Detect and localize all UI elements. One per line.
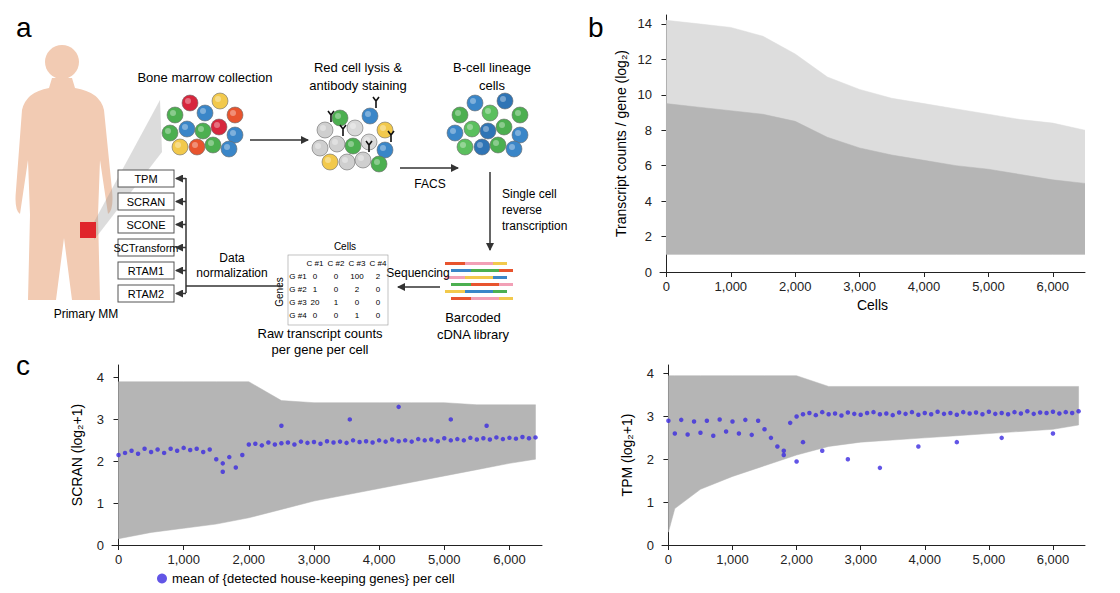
svg-text:1: 1 bbox=[313, 285, 318, 294]
svg-text:0: 0 bbox=[663, 279, 670, 294]
svg-text:4,000: 4,000 bbox=[363, 552, 396, 567]
svg-text:Data: Data bbox=[219, 251, 245, 265]
svg-text:reverse: reverse bbox=[502, 203, 542, 217]
svg-text:Genes: Genes bbox=[274, 277, 285, 306]
svg-text:SCRAN: SCRAN bbox=[127, 196, 166, 208]
svg-text:0: 0 bbox=[645, 265, 652, 280]
svg-text:0: 0 bbox=[334, 311, 339, 320]
svg-text:0: 0 bbox=[355, 298, 360, 307]
svg-text:cells: cells bbox=[479, 78, 506, 93]
svg-text:3: 3 bbox=[97, 412, 104, 427]
svg-text:0: 0 bbox=[313, 272, 318, 281]
svg-text:4,000: 4,000 bbox=[908, 279, 941, 294]
html-text:c: c bbox=[16, 350, 30, 381]
svg-text:0: 0 bbox=[334, 272, 339, 281]
svg-text:C #3: C #3 bbox=[349, 259, 366, 268]
svg-text:1,000: 1,000 bbox=[716, 552, 749, 567]
svg-text:transcription: transcription bbox=[502, 219, 567, 233]
svg-text:1: 1 bbox=[647, 495, 654, 510]
svg-text:SCRAN (log₂+1): SCRAN (log₂+1) bbox=[69, 404, 85, 506]
svg-text:1,000: 1,000 bbox=[167, 552, 200, 567]
svg-text:Bone marrow collection: Bone marrow collection bbox=[137, 70, 272, 85]
svg-text:G #3: G #3 bbox=[289, 298, 307, 307]
svg-text:3: 3 bbox=[647, 409, 654, 424]
svg-text:TPM (log₂+1): TPM (log₂+1) bbox=[619, 414, 635, 497]
svg-text:1: 1 bbox=[355, 311, 360, 320]
svg-text:100: 100 bbox=[350, 272, 364, 281]
svg-text:20: 20 bbox=[311, 298, 320, 307]
svg-text:12: 12 bbox=[638, 52, 652, 67]
svg-text:G #1: G #1 bbox=[289, 272, 307, 281]
svg-text:Cells: Cells bbox=[857, 297, 888, 313]
svg-text:2: 2 bbox=[355, 285, 360, 294]
svg-text:2,000: 2,000 bbox=[780, 552, 813, 567]
svg-text:Single cell: Single cell bbox=[502, 187, 557, 201]
svg-text:2,000: 2,000 bbox=[233, 552, 266, 567]
svg-text:cDNA library: cDNA library bbox=[437, 327, 510, 342]
svg-text:5,000: 5,000 bbox=[973, 552, 1006, 567]
svg-text:0: 0 bbox=[665, 552, 672, 567]
svg-text:per gene per cell: per gene per cell bbox=[272, 342, 369, 357]
svg-text:SCONE: SCONE bbox=[126, 219, 165, 231]
svg-text:1: 1 bbox=[97, 496, 104, 511]
svg-text:6,000: 6,000 bbox=[493, 552, 526, 567]
svg-text:4,000: 4,000 bbox=[908, 552, 941, 567]
svg-text:10: 10 bbox=[638, 87, 652, 102]
svg-text:2: 2 bbox=[647, 452, 654, 467]
svg-text:normalization: normalization bbox=[196, 266, 267, 280]
svg-text:1,000: 1,000 bbox=[715, 279, 748, 294]
svg-text:0: 0 bbox=[376, 311, 381, 320]
svg-text:C #1: C #1 bbox=[307, 259, 324, 268]
svg-text:2: 2 bbox=[376, 272, 381, 281]
svg-text:FACS: FACS bbox=[414, 177, 445, 191]
svg-text:5,000: 5,000 bbox=[972, 279, 1005, 294]
svg-text:C #4: C #4 bbox=[370, 259, 387, 268]
svg-text:0: 0 bbox=[647, 538, 654, 553]
svg-text:TPM: TPM bbox=[134, 173, 157, 185]
svg-text:G #4: G #4 bbox=[289, 311, 307, 320]
svg-text:2,000: 2,000 bbox=[779, 279, 812, 294]
svg-text:0: 0 bbox=[115, 552, 122, 567]
svg-text:5,000: 5,000 bbox=[428, 552, 461, 567]
html-text:a: a bbox=[16, 12, 32, 43]
svg-text:4: 4 bbox=[645, 194, 652, 209]
svg-text:0: 0 bbox=[376, 298, 381, 307]
svg-text:4: 4 bbox=[647, 366, 654, 381]
svg-text:RTAM1: RTAM1 bbox=[128, 265, 164, 277]
svg-text:3,000: 3,000 bbox=[843, 279, 876, 294]
svg-text:C #2: C #2 bbox=[328, 259, 345, 268]
svg-text:8: 8 bbox=[645, 123, 652, 138]
svg-text:3,000: 3,000 bbox=[298, 552, 331, 567]
svg-text:6: 6 bbox=[645, 158, 652, 173]
svg-text:Raw transcript counts: Raw transcript counts bbox=[258, 326, 383, 341]
svg-text:G #2: G #2 bbox=[289, 285, 307, 294]
svg-text:mean of {detected house-keepin: mean of {detected house-keeping genes} p… bbox=[172, 571, 455, 586]
svg-text:RTAM2: RTAM2 bbox=[128, 288, 164, 300]
svg-text:SCTransform: SCTransform bbox=[114, 242, 179, 254]
svg-text:0: 0 bbox=[334, 285, 339, 294]
svg-text:Sequencing: Sequencing bbox=[386, 266, 449, 280]
svg-text:Cells: Cells bbox=[334, 241, 356, 252]
svg-text:antibody staining: antibody staining bbox=[309, 78, 407, 93]
svg-text:0: 0 bbox=[313, 311, 318, 320]
svg-text:1: 1 bbox=[334, 298, 339, 307]
svg-text:B-cell lineage: B-cell lineage bbox=[453, 60, 531, 75]
svg-text:3,000: 3,000 bbox=[844, 552, 877, 567]
html-text:b: b bbox=[588, 12, 604, 43]
svg-text:6,000: 6,000 bbox=[1037, 279, 1070, 294]
svg-text:14: 14 bbox=[638, 16, 652, 31]
svg-text:6,000: 6,000 bbox=[1037, 552, 1070, 567]
svg-text:Barcoded: Barcoded bbox=[445, 310, 501, 325]
svg-text:Transcript counts / gene (log₂: Transcript counts / gene (log₂) bbox=[613, 50, 629, 237]
svg-text:0: 0 bbox=[97, 538, 104, 553]
svg-text:Primary MM: Primary MM bbox=[54, 307, 119, 321]
svg-text:2: 2 bbox=[645, 229, 652, 244]
svg-text:4: 4 bbox=[97, 370, 104, 385]
svg-text:2: 2 bbox=[97, 454, 104, 469]
svg-text:Red cell lysis &: Red cell lysis & bbox=[314, 60, 402, 75]
svg-text:0: 0 bbox=[376, 285, 381, 294]
